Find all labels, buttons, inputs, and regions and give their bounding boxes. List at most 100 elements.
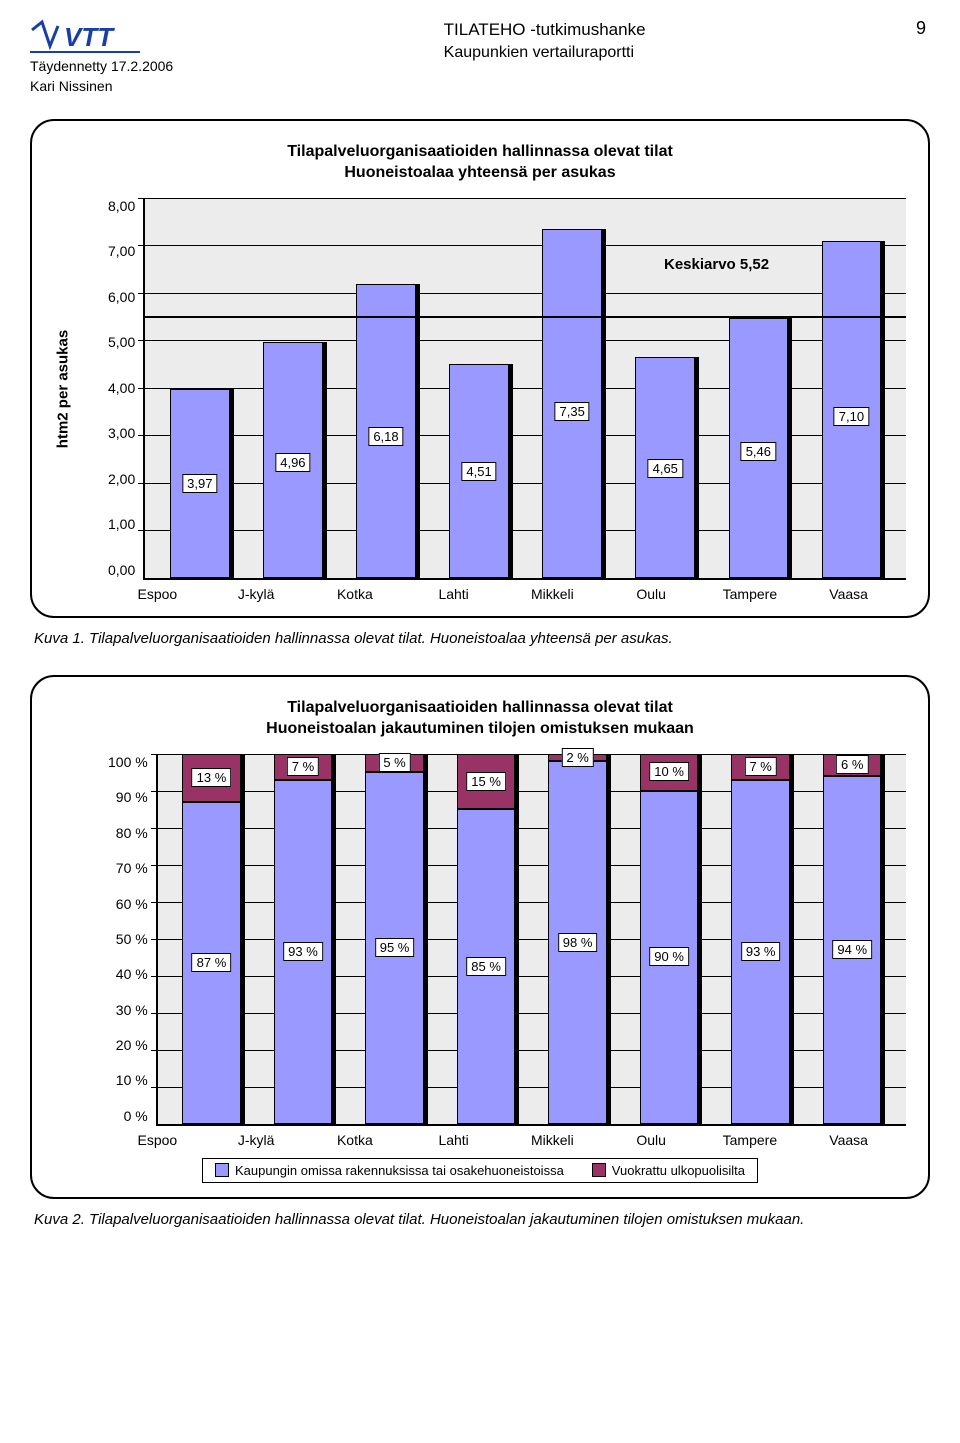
chart2-bar-label-rent: 5 % <box>378 753 410 772</box>
header-center: TILATEHO -tutkimushanke Kaupunkien verta… <box>444 18 646 64</box>
chart2-plot: 87 %13 %93 %7 %95 %5 %85 %15 %98 %2 %90 … <box>156 754 906 1126</box>
chart1-title-l1: Tilapalveluorganisaatioiden hallinnassa … <box>54 141 906 163</box>
chart1-y-tick: 2,00 <box>108 471 135 487</box>
chart2-bar-slot: 98 %2 % <box>532 754 624 1124</box>
header-title: TILATEHO -tutkimushanke <box>444 18 646 42</box>
chart2-y-labels: 100 %90 %80 %70 %60 %50 %40 %30 %20 %10 … <box>108 754 156 1124</box>
chart1-y-tick: 0,00 <box>108 562 135 578</box>
chart1-bar-slot: 6,18 <box>339 198 432 578</box>
chart2-legend-item: Vuokrattu ulkopuolisilta <box>592 1163 745 1178</box>
chart2-bar-label-rent: 7 % <box>744 757 776 776</box>
chart2-bar-slot: 85 %15 % <box>440 754 532 1124</box>
legend-swatch <box>215 1163 229 1177</box>
vtt-logo-svg: VTT <box>30 18 140 54</box>
chart2-bar <box>182 754 241 1124</box>
chart1-bar-label: 4,51 <box>461 462 496 481</box>
chart2-bar-label-own: 94 % <box>832 940 872 959</box>
chart1-bar-slot: 4,96 <box>246 198 339 578</box>
chart2-x-labels: EspooJ-kyläKotkaLahtiMikkeliOuluTampereV… <box>54 1126 906 1148</box>
chart2-title-l2: Huoneistoalan jakautuminen tilojen omist… <box>54 718 906 740</box>
chart2-y-tick: 100 % <box>108 754 148 770</box>
chart2-bar <box>457 754 516 1124</box>
legend-swatch <box>592 1163 606 1177</box>
chart2-x-tick: Tampere <box>701 1132 800 1148</box>
chart2: 100 %90 %80 %70 %60 %50 %40 %30 %20 %10 … <box>54 754 906 1148</box>
legend-label: Kaupungin omissa rakennuksissa tai osake… <box>235 1163 564 1178</box>
chart2-x-tick: Vaasa <box>799 1132 898 1148</box>
chart2-bar-label-own: 93 % <box>741 942 781 961</box>
chart2-bar-label-own: 90 % <box>649 947 689 966</box>
chart1-bar-label: 7,10 <box>834 407 869 426</box>
chart2-bar-slot: 90 % 10 % <box>623 754 715 1124</box>
chart1-x-tick: Mikkeli <box>503 586 602 602</box>
chart2-bar <box>640 754 699 1124</box>
chart1-bar-slot: 4,51 <box>433 198 526 578</box>
chart2-bar-slot: 87 %13 % <box>166 754 258 1124</box>
chart1-y-tick: 3,00 <box>108 425 135 441</box>
chart2-bar-label-rent: 13 % <box>192 768 232 787</box>
chart1: htm2 per asukas8,007,006,005,004,003,002… <box>54 198 906 602</box>
chart1-card: Tilapalveluorganisaatioiden hallinnassa … <box>30 119 930 618</box>
chart2-y-tick: 70 % <box>116 860 148 876</box>
chart2-bar <box>274 754 333 1124</box>
chart2-caption: Kuva 2. Tilapalveluorganisaatioiden hall… <box>34 1209 926 1230</box>
chart2-y-tick: 90 % <box>116 789 148 805</box>
chart2-bar <box>823 754 882 1124</box>
chart1-x-labels: EspooJ-kyläKotkaLahtiMikkeliOuluTampereV… <box>54 580 906 602</box>
chart2-bar-label-own: 98 % <box>558 933 598 952</box>
chart1-x-tick: Lahti <box>404 586 503 602</box>
header-date: Täydennetty 17.2.2006 <box>30 56 173 76</box>
header-left: VTT Täydennetty 17.2.2006 Kari Nissinen <box>30 18 173 97</box>
chart1-y-tick: 8,00 <box>108 198 135 214</box>
chart2-title: Tilapalveluorganisaatioiden hallinnassa … <box>54 697 906 740</box>
chart2-bar-label-own: 95 % <box>375 938 415 957</box>
chart2-y-tick: 10 % <box>116 1072 148 1088</box>
chart2-bar-label-rent: 2 % <box>561 748 593 767</box>
chart2-x-tick: Lahti <box>404 1132 503 1148</box>
chart1-caption: Kuva 1. Tilapalveluorganisaatioiden hall… <box>34 628 926 649</box>
chart1-x-tick: Vaasa <box>799 586 898 602</box>
chart1-y-tick: 4,00 <box>108 380 135 396</box>
chart1-plot: Keskiarvo 5,523,974,966,184,517,354,655,… <box>143 198 906 580</box>
chart1-bar-label: 5,46 <box>741 442 776 461</box>
chart2-y-tick: 40 % <box>116 966 148 982</box>
chart1-bar-label: 4,65 <box>648 459 683 478</box>
chart1-x-tick: J-kylä <box>207 586 306 602</box>
chart2-y-tick: 80 % <box>116 825 148 841</box>
chart2-title-l1: Tilapalveluorganisaatioiden hallinnassa … <box>54 697 906 719</box>
chart2-bar-slot: 95 % 5 % <box>349 754 441 1124</box>
chart1-bars: 3,97 4,96 6,18 4,51 7,35 4,65 5,46 7,10 <box>145 198 906 578</box>
chart1-bar-slot: 3,97 <box>153 198 246 578</box>
chart2-legend-box: Kaupungin omissa rakennuksissa tai osake… <box>202 1158 758 1183</box>
chart1-bar-label: 4,96 <box>275 453 310 472</box>
chart1-bar-label: 6,18 <box>368 427 403 446</box>
chart2-bar-label-own: 93 % <box>283 942 323 961</box>
chart2-y-tick: 0 % <box>124 1108 148 1124</box>
chart2-bar-slot: 93 % 7 % <box>257 754 349 1124</box>
chart1-y-tick: 6,00 <box>108 289 135 305</box>
chart1-title: Tilapalveluorganisaatioiden hallinnassa … <box>54 141 906 184</box>
chart2-legend-item: Kaupungin omissa rakennuksissa tai osake… <box>215 1163 564 1178</box>
chart1-y-tick: 7,00 <box>108 243 135 259</box>
chart2-bar-slot: 94 %6 % <box>806 754 898 1124</box>
chart1-x-tick: Kotka <box>306 586 405 602</box>
chart2-bar-slot: 93 % 7 % <box>715 754 807 1124</box>
chart2-x-tick: Espoo <box>108 1132 207 1148</box>
vtt-logo: VTT <box>30 18 173 54</box>
chart1-title-l2: Huoneistoalaa yhteensä per asukas <box>54 162 906 184</box>
chart2-bar-label-rent: 10 % <box>649 762 689 781</box>
chart1-x-tick: Espoo <box>108 586 207 602</box>
chart1-x-tick: Tampere <box>701 586 800 602</box>
chart2-legend: Kaupungin omissa rakennuksissa tai osake… <box>54 1158 906 1183</box>
chart2-bar-label-rent: 7 % <box>287 757 319 776</box>
chart1-bar-label: 3,97 <box>182 474 217 493</box>
chart1-y-tick: 1,00 <box>108 516 135 532</box>
chart1-bar-slot: 7,35 <box>526 198 619 578</box>
chart2-y-tick: 50 % <box>116 931 148 947</box>
chart2-y-tick: 20 % <box>116 1037 148 1053</box>
chart2-bar-label-own: 85 % <box>466 957 506 976</box>
chart2-bars: 87 %13 %93 %7 %95 %5 %85 %15 %98 %2 %90 … <box>158 754 906 1124</box>
header-subtitle: Kaupunkien vertailuraportti <box>444 42 646 64</box>
chart2-bar <box>731 754 790 1124</box>
header-author: Kari Nissinen <box>30 76 173 96</box>
